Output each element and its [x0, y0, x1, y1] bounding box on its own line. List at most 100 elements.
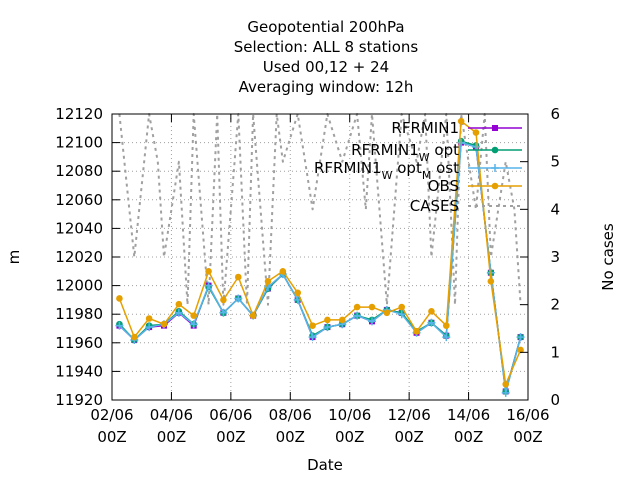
y-tick-label: 12020	[55, 248, 103, 266]
y-tick-label: 11960	[55, 334, 103, 352]
title-line: Averaging window: 12h	[239, 78, 414, 96]
data-point	[338, 316, 346, 324]
x-tick-label-hour: 00Z	[394, 428, 423, 446]
legend-label-sub: W	[419, 151, 430, 164]
data-point	[501, 388, 510, 397]
x-tick-label-hour: 00Z	[216, 428, 245, 446]
x-tick-label: 12/06	[388, 406, 431, 424]
legend-label: OBS	[428, 177, 459, 195]
y-tick-label: 12000	[55, 277, 103, 295]
data-point	[457, 138, 466, 147]
data-point	[174, 308, 183, 317]
data-point	[309, 322, 316, 329]
y2-axis-label: No cases	[599, 223, 617, 291]
data-point	[264, 278, 272, 285]
x-tick-label-hour: 00Z	[157, 428, 186, 446]
data-point	[516, 333, 525, 342]
data-point	[219, 308, 228, 317]
data-point	[294, 289, 302, 297]
data-point	[383, 309, 391, 317]
y2-tick-labels: 0 1 2 3 4 5 6	[550, 105, 560, 409]
legend-label-sub: M	[422, 169, 432, 182]
x-tick-label: 10/06	[328, 406, 371, 424]
y2-tick-label: 5	[550, 153, 560, 171]
data-point	[368, 317, 376, 326]
legend-label: RFRMIN1W optM ost	[314, 159, 459, 182]
data-point	[115, 321, 124, 330]
data-point	[457, 117, 465, 125]
title-line: Used 00,12 + 24	[263, 58, 389, 76]
data-point	[427, 318, 436, 327]
data-point	[190, 312, 198, 319]
data-point	[353, 311, 362, 320]
data-point	[205, 268, 212, 275]
title-line: Selection: ALL 8 stations	[234, 38, 419, 56]
y-tick-label: 11980	[55, 305, 103, 323]
legend-label-main: CASES	[410, 197, 459, 215]
data-point	[324, 316, 331, 324]
data-point	[397, 310, 406, 319]
data-point	[398, 303, 406, 311]
legend-label: RFRMIN1W opt	[351, 141, 459, 164]
data-point	[442, 333, 451, 342]
legend-label: RFRMIN1	[391, 119, 459, 137]
legend-swatch-marker	[491, 164, 499, 172]
data-point	[145, 315, 153, 322]
data-point	[487, 278, 495, 285]
legend-label-part: opt	[392, 159, 421, 177]
legend-label-part: ost	[431, 159, 459, 177]
x-tick-label: 14/06	[447, 406, 490, 424]
data-point	[145, 323, 154, 332]
ticks	[111, 113, 529, 401]
x-tick-label-hour: 00Z	[454, 428, 483, 446]
series-line	[118, 120, 522, 386]
data-point	[472, 129, 480, 136]
y-tick-label: 12100	[55, 134, 103, 152]
x-tick-label: 02/06	[90, 406, 133, 424]
x-axis-label: Date	[307, 456, 343, 474]
legend-label-part: opt	[430, 141, 459, 159]
data-point	[204, 281, 213, 290]
chart-title: Geopotential 200hPa Selection: ALL 8 stat…	[234, 18, 419, 96]
data-point	[353, 303, 361, 311]
y2-tick-label: 0	[550, 391, 560, 409]
y-tick-label: 12040	[55, 219, 103, 237]
y2-tick-label: 3	[550, 248, 560, 266]
series-line	[118, 140, 522, 393]
data-point	[189, 320, 198, 329]
data-point	[413, 328, 420, 335]
x-tick-labels: 02/06 00Z 04/06 00Z 06/06 00Z 08/06 00Z 10/06 00Z…	[90, 406, 549, 446]
data-point	[308, 333, 317, 342]
legend-swatch-marker	[491, 146, 499, 154]
data-point	[220, 296, 227, 304]
data-point	[517, 346, 524, 354]
y-tick-label: 12120	[55, 105, 103, 123]
series-line	[118, 141, 522, 394]
data-point	[130, 333, 138, 341]
legend-swatch-marker	[491, 182, 499, 190]
grid	[112, 114, 528, 400]
data-point	[368, 303, 376, 311]
data-point	[502, 380, 510, 388]
y-tick-label: 12060	[55, 191, 103, 209]
series-layer	[115, 117, 525, 397]
y-tick-labels: 11920 11940 11960 11980 12000 12020 12040 12060…	[55, 105, 103, 409]
x-tick-label-hour: 00Z	[276, 428, 305, 446]
data-point	[428, 308, 435, 315]
data-point	[175, 300, 183, 308]
y2-tick-label: 2	[550, 296, 560, 314]
data-point	[234, 294, 243, 303]
series-rfrmin1	[116, 139, 524, 395]
data-point	[249, 312, 257, 319]
x-tick-label-hour: 00Z	[97, 428, 126, 446]
x-tick-label: 06/06	[209, 406, 252, 424]
data-point	[323, 323, 332, 332]
legend-label-main: RFRMIN1	[391, 119, 459, 137]
legend-label-main: OBS	[428, 177, 459, 195]
data-point	[160, 320, 168, 328]
legend-label: CASES	[410, 197, 459, 215]
x-tick-label: 04/06	[150, 406, 193, 424]
y2-tick-label: 1	[550, 343, 560, 361]
